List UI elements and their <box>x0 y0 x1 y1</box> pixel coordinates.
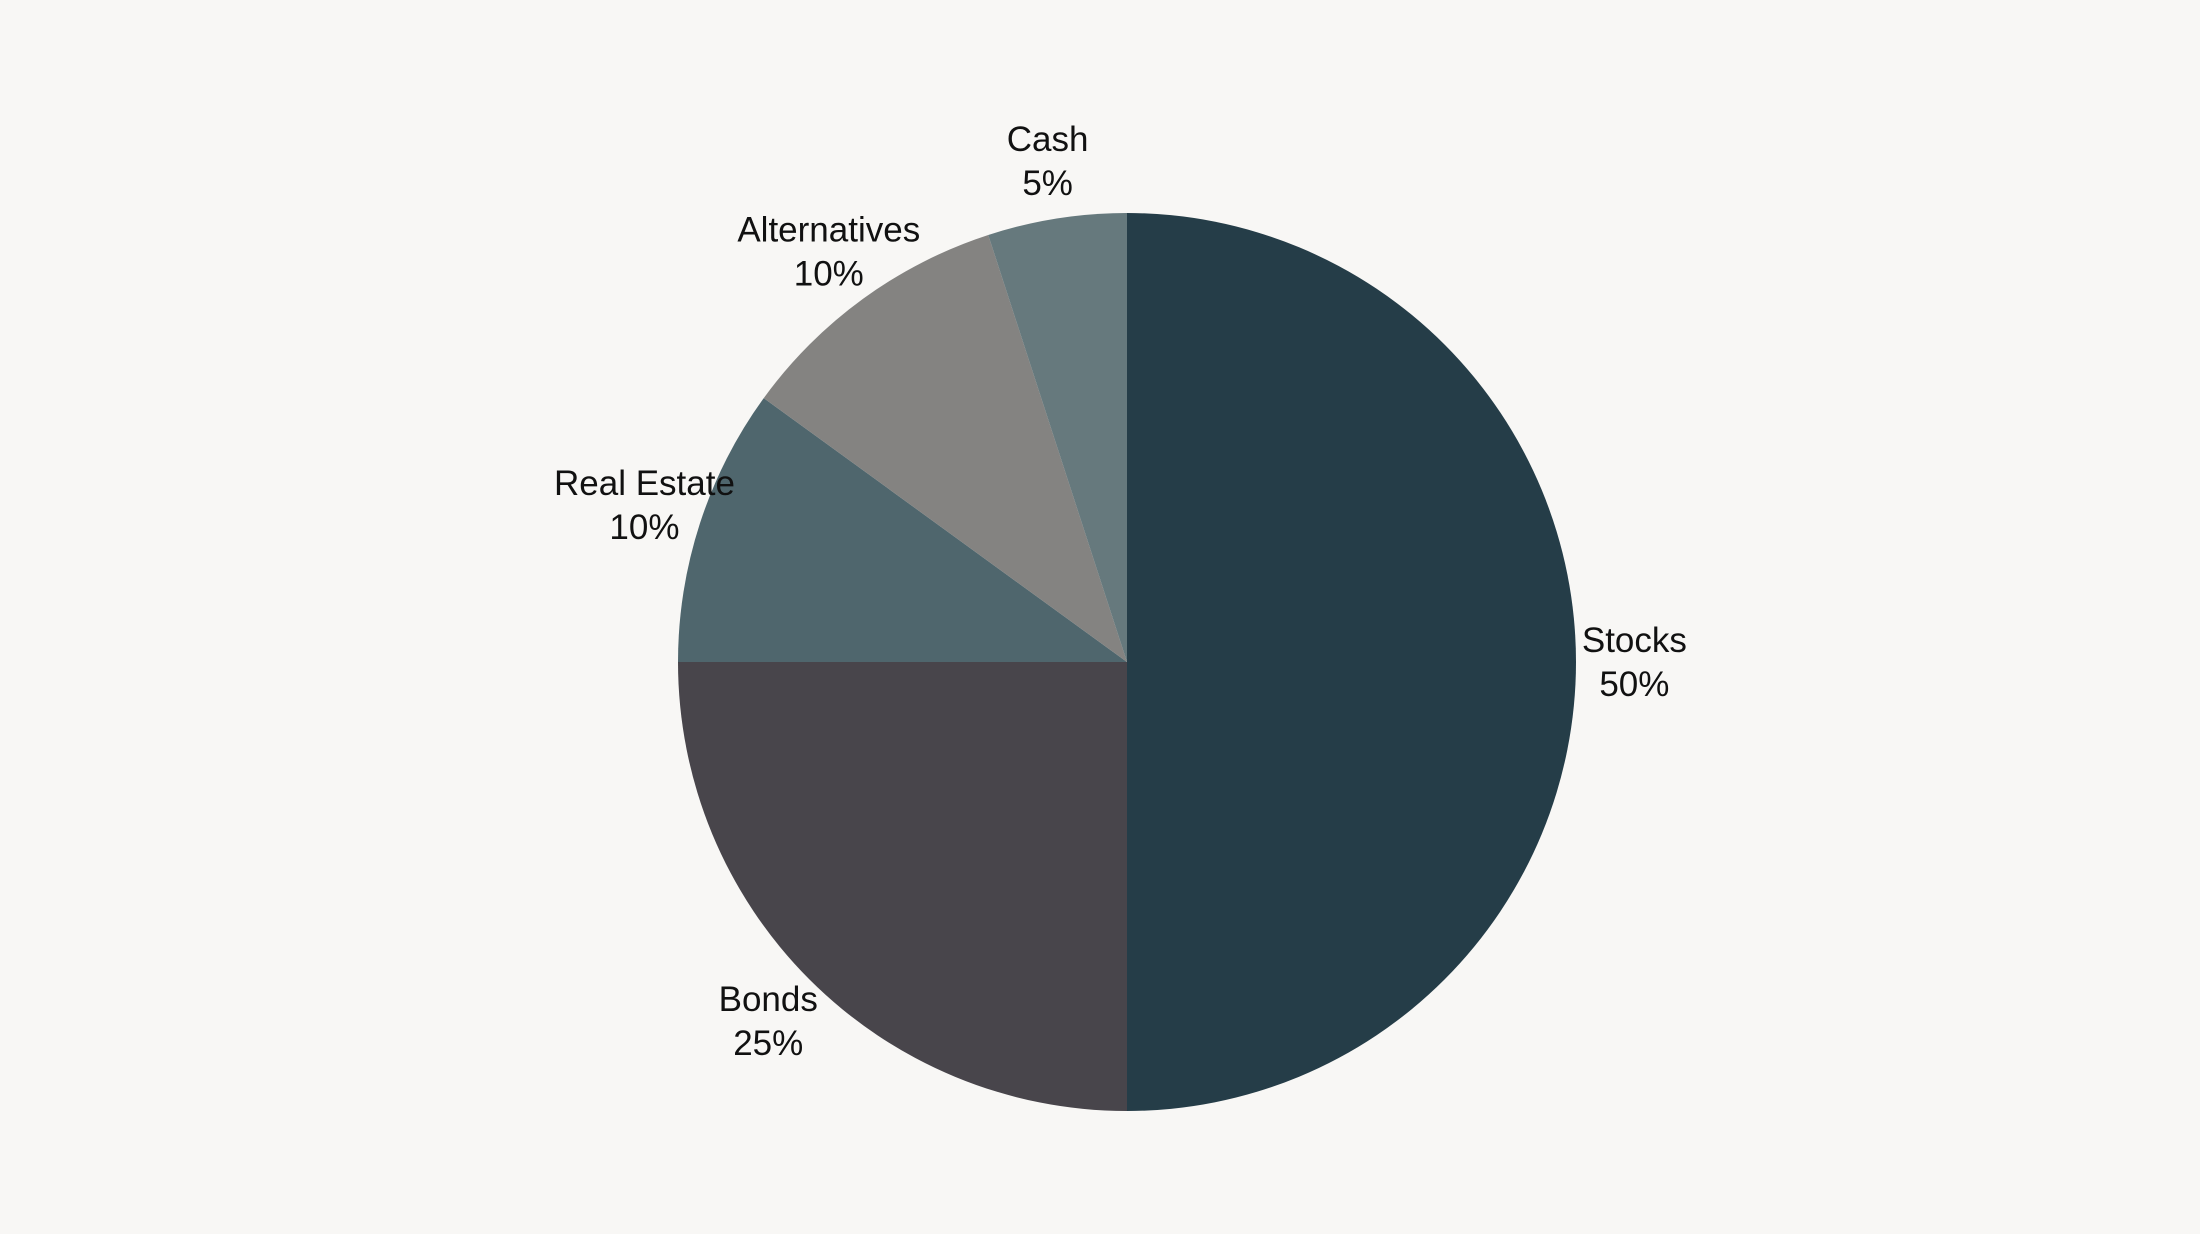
pie-slice-bonds <box>678 662 1127 1111</box>
pie-slice-alternatives <box>763 234 1127 662</box>
pie-slice-stocks <box>1127 213 1576 1111</box>
slice-value-stocks: 50% <box>1599 665 1669 704</box>
pie-slice-real-estate <box>678 398 1127 662</box>
slice-label-alternatives: Alternatives <box>737 211 920 250</box>
slices-layer <box>678 213 1576 1111</box>
slice-value-cash: 5% <box>1022 164 1073 203</box>
slice-value-alternatives: 10% <box>794 255 864 294</box>
labels-layer: Stocks 50% Bonds 25% Real Estate 10% Alternati… <box>554 120 1687 1063</box>
slice-label-cash: Cash <box>1007 120 1089 159</box>
slice-value-bonds: 25% <box>733 1024 803 1063</box>
slice-label-real-estate: Real Estate <box>554 464 735 503</box>
pie-slice-cash <box>988 213 1127 662</box>
slice-label-bonds: Bonds <box>719 980 818 1019</box>
slice-value-real-estate: 10% <box>609 508 679 547</box>
slice-label-stocks: Stocks <box>1582 621 1687 660</box>
